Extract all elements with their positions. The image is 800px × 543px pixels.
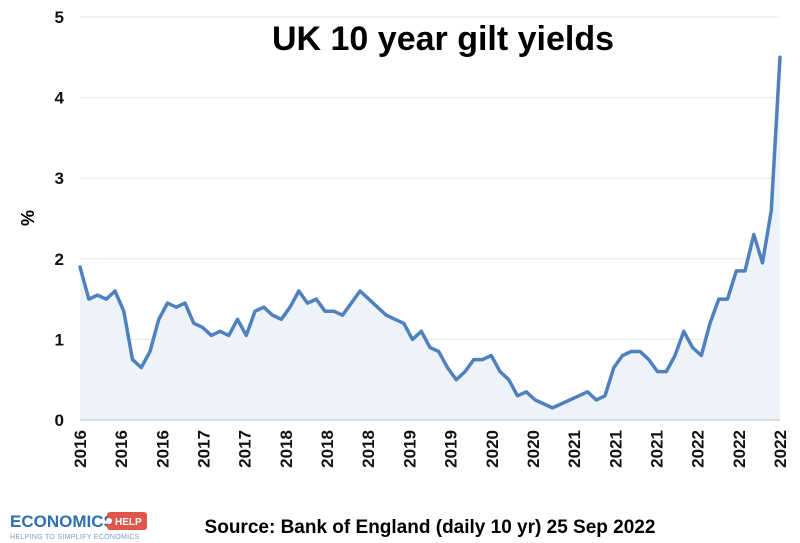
y-tick-label: 4 — [55, 89, 65, 108]
economics-help-logo: ECONOMICS HELP HELPING TO SIMPLIFY ECONO… — [10, 512, 147, 541]
y-tick-label: 2 — [55, 250, 64, 269]
x-tick-label: 2016 — [112, 430, 131, 468]
logo-badge-dot-icon — [106, 518, 112, 524]
x-tick-label: 2020 — [483, 430, 502, 468]
series-lines — [78, 55, 782, 410]
y-tick-labels: 0 1 2 3 4 5 — [55, 8, 65, 430]
x-tick-label: 2017 — [195, 430, 214, 468]
x-tick-label: 2019 — [442, 430, 461, 468]
y-tick-label: 0 — [55, 411, 64, 430]
logo-tagline: HELPING TO SIMPLIFY ECONOMICS — [10, 534, 140, 541]
x-tick-label: 2018 — [277, 430, 296, 468]
x-tick-label: 2021 — [606, 430, 625, 468]
logo-badge — [107, 512, 147, 530]
y-tick-label: 3 — [55, 169, 64, 188]
x-tick-labels: 2016 2016 2016 2017 2017 2018 2018 2018 2019 2019… — [71, 430, 790, 468]
series-area — [80, 57, 780, 421]
x-tick-label: 2022 — [771, 430, 790, 468]
y-tick-label: 1 — [55, 330, 64, 349]
x-tick-label: 2017 — [236, 430, 255, 468]
x-tick-label: 2022 — [730, 430, 749, 468]
chart-title: UK 10 year gilt yields — [272, 20, 614, 58]
logo-wordmark: ECONOMICS — [10, 512, 115, 531]
x-tick-label: 2021 — [648, 430, 667, 468]
source-note: Source: Bank of England (daily 10 yr) 25… — [205, 517, 656, 538]
area-fill — [80, 57, 780, 421]
logo-badge-text: HELP — [115, 517, 142, 528]
x-tick-label: 2020 — [524, 430, 543, 468]
x-tick-label: 2016 — [153, 430, 172, 468]
y-axis-label: % — [18, 210, 38, 226]
x-tick-label: 2016 — [71, 430, 90, 468]
y-tick-label: 5 — [55, 8, 64, 27]
x-tick-label: 2022 — [689, 430, 708, 468]
x-tick-label: 2021 — [565, 430, 584, 468]
x-tick-label: 2019 — [400, 430, 419, 468]
x-tick-label: 2018 — [359, 430, 378, 468]
x-tick-label: 2018 — [318, 430, 337, 468]
series-line — [78, 55, 782, 410]
